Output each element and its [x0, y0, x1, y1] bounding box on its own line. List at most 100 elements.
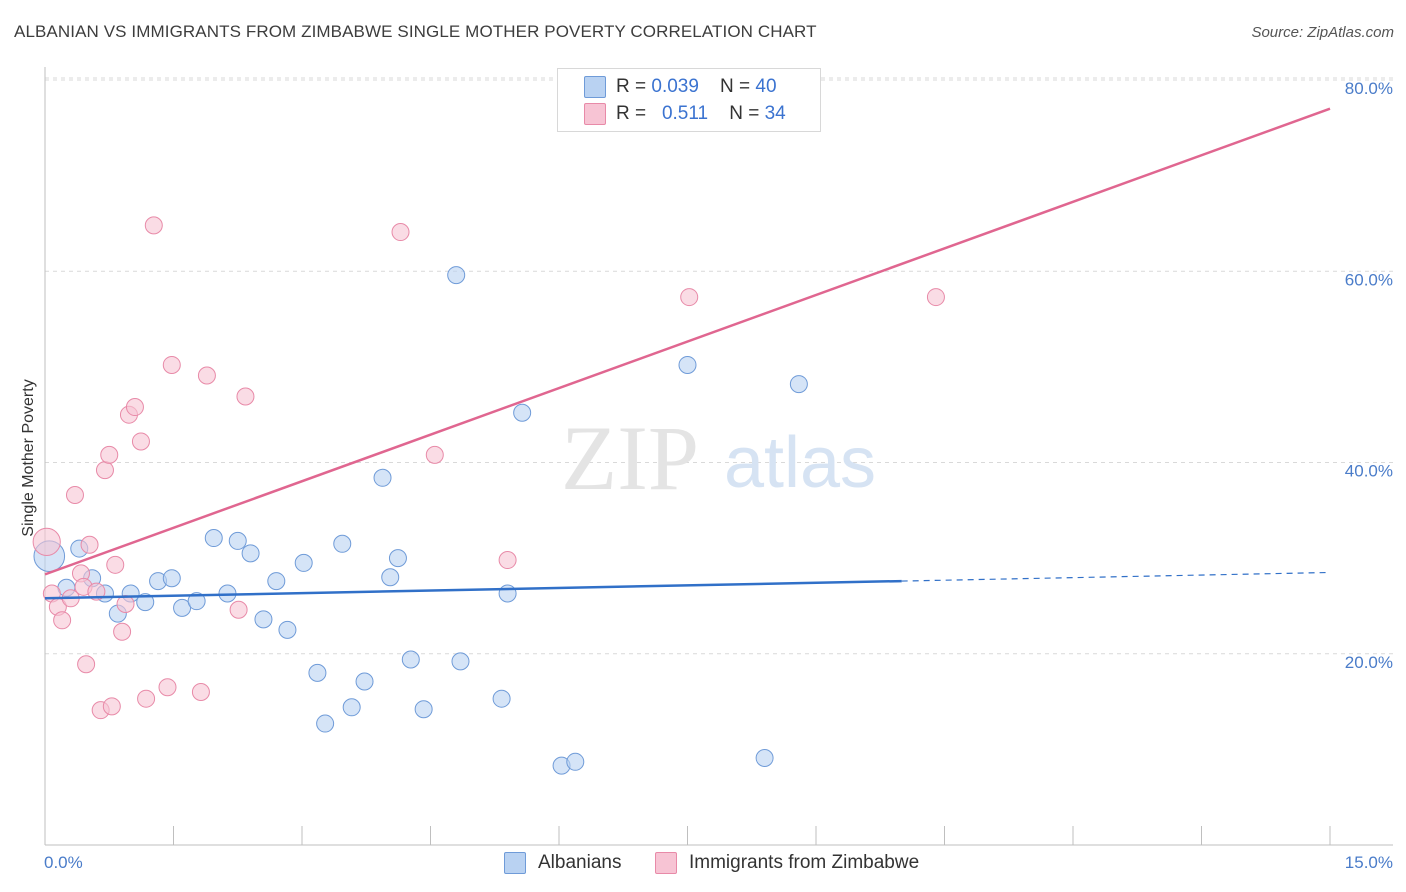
- albanian-point: [278, 620, 297, 639]
- zimbabwe-point: [236, 387, 255, 406]
- legend-n-value: 34: [764, 103, 786, 124]
- albanian-point: [241, 544, 260, 563]
- zimbabwe-point: [162, 355, 181, 374]
- axes: [44, 67, 1393, 846]
- watermark-atlas: atlas: [724, 423, 876, 503]
- albanian-point: [373, 468, 392, 487]
- albanian-point: [136, 593, 155, 612]
- zimbabwe-point: [87, 582, 106, 601]
- legend-r-value: 0.511: [661, 103, 709, 124]
- zimbabwe-point: [131, 432, 150, 451]
- zimbabwe-point: [425, 445, 444, 464]
- albanian-point: [254, 610, 273, 629]
- zimbabwe-point: [125, 398, 144, 417]
- zimbabwe-point: [680, 288, 699, 307]
- y-tick-label: 80.0%: [1345, 79, 1393, 98]
- albanian-trend-extension: [901, 571, 1331, 582]
- albanian-point: [513, 403, 532, 422]
- y-axis-label: Single Mother Poverty: [20, 379, 37, 536]
- albanian-point: [333, 534, 352, 553]
- legend-swatch-pink: [655, 852, 677, 874]
- legend-row-albanians: R = 0.039 N = 40: [584, 74, 777, 100]
- grid-lines: [45, 77, 1393, 655]
- albanian-point: [401, 650, 420, 669]
- zimbabwe-point: [191, 683, 210, 701]
- legend-n-label: N =: [720, 76, 756, 97]
- legend-row-zimbabwe: R = 0.511 N = 34: [584, 101, 786, 127]
- albanian-point: [342, 698, 361, 717]
- zimbabwe-point: [197, 366, 216, 385]
- zimbabwe-point: [158, 678, 177, 697]
- zimbabwe-point: [106, 555, 125, 574]
- zimbabwe-point: [65, 486, 84, 505]
- albanian-point: [173, 598, 192, 617]
- y-tick-label: 40.0%: [1345, 462, 1393, 481]
- albanian-point: [789, 375, 808, 394]
- zimbabwe-point: [77, 655, 96, 674]
- legend-r-label: R =: [616, 103, 652, 124]
- x-tick-label-max: 15.0%: [1345, 853, 1393, 872]
- albanian-point: [388, 549, 407, 568]
- legend-r-text: R = 0.039 N = 40: [616, 76, 777, 98]
- albanian-point: [447, 266, 466, 285]
- y-tick-label: 60.0%: [1345, 270, 1393, 289]
- legend-label-albanians: Albanians: [538, 852, 622, 873]
- albanian-point: [355, 672, 374, 691]
- zimbabwe-point: [95, 461, 114, 480]
- correlation-legend: R = 0.039 N = 40 R = 0.511 N = 34: [557, 68, 821, 132]
- x-tick-label-min: 0.0%: [44, 853, 83, 872]
- zimbabwe-point: [80, 535, 99, 554]
- watermark: ZIP atlas: [561, 407, 876, 509]
- legend-n-value: 40: [755, 76, 777, 97]
- tick-labels: 20.0% 40.0% 60.0% 80.0% 0.0% 15.0% Single Moth…: [20, 79, 1393, 872]
- series-legend: Albanians Immigrants from Zimbabwe: [0, 852, 1406, 878]
- zimbabwe-point: [229, 600, 248, 619]
- series-zimbabwe: [32, 216, 945, 720]
- zimbabwe-point: [498, 551, 517, 570]
- albanian-point: [267, 572, 286, 591]
- zimbabwe-point: [116, 595, 135, 614]
- zimbabwe-point: [100, 445, 119, 464]
- albanian-trend-line: [44, 579, 902, 600]
- legend-swatch-pink: [584, 103, 606, 125]
- albanian-point: [492, 689, 511, 708]
- chart-title: ALBANIAN VS IMMIGRANTS FROM ZIMBABWE SIN…: [14, 22, 817, 41]
- albanian-point: [414, 700, 433, 719]
- zimbabwe-point: [102, 697, 121, 716]
- source-label: Source: ZipAtlas.com: [1251, 24, 1394, 41]
- legend-swatch-blue: [504, 852, 526, 874]
- trend-lines: [44, 107, 1331, 600]
- albanian-point: [162, 569, 181, 588]
- legend-item-albanians[interactable]: Albanians: [504, 852, 621, 874]
- legend-item-zimbabwe[interactable]: Immigrants from Zimbabwe: [655, 852, 919, 874]
- zimbabwe-point: [137, 689, 156, 708]
- albanian-point: [498, 584, 517, 603]
- zimbabwe-point: [113, 622, 132, 641]
- albanian-point: [381, 568, 400, 587]
- albanian-point: [294, 553, 313, 572]
- albanian-point: [316, 714, 335, 733]
- albanian-point: [566, 752, 585, 771]
- albanian-point: [451, 652, 470, 671]
- albanian-point: [187, 592, 206, 611]
- zimbabwe-point: [926, 288, 945, 307]
- albanian-point: [755, 748, 774, 767]
- legend-r-text: R = 0.511 N = 34: [616, 103, 786, 125]
- legend-r-value: 0.039: [651, 76, 699, 97]
- y-tick-label: 20.0%: [1345, 653, 1393, 672]
- legend-swatch-blue: [584, 76, 606, 98]
- zimbabwe-point: [144, 216, 163, 235]
- legend-n-label: N =: [729, 103, 765, 124]
- zimbabwe-point: [53, 611, 72, 630]
- legend-r-label: R =: [616, 76, 652, 97]
- zimbabwe-point: [391, 223, 410, 242]
- legend-label-zimbabwe: Immigrants from Zimbabwe: [689, 852, 920, 873]
- albanian-point: [204, 529, 223, 548]
- albanian-point: [308, 663, 327, 682]
- zimbabwe-point: [32, 527, 61, 556]
- albanian-point: [678, 355, 697, 374]
- watermark-zip: ZIP: [561, 407, 699, 509]
- albanian-point: [228, 531, 247, 550]
- zimbabwe-trend-line: [44, 107, 1331, 576]
